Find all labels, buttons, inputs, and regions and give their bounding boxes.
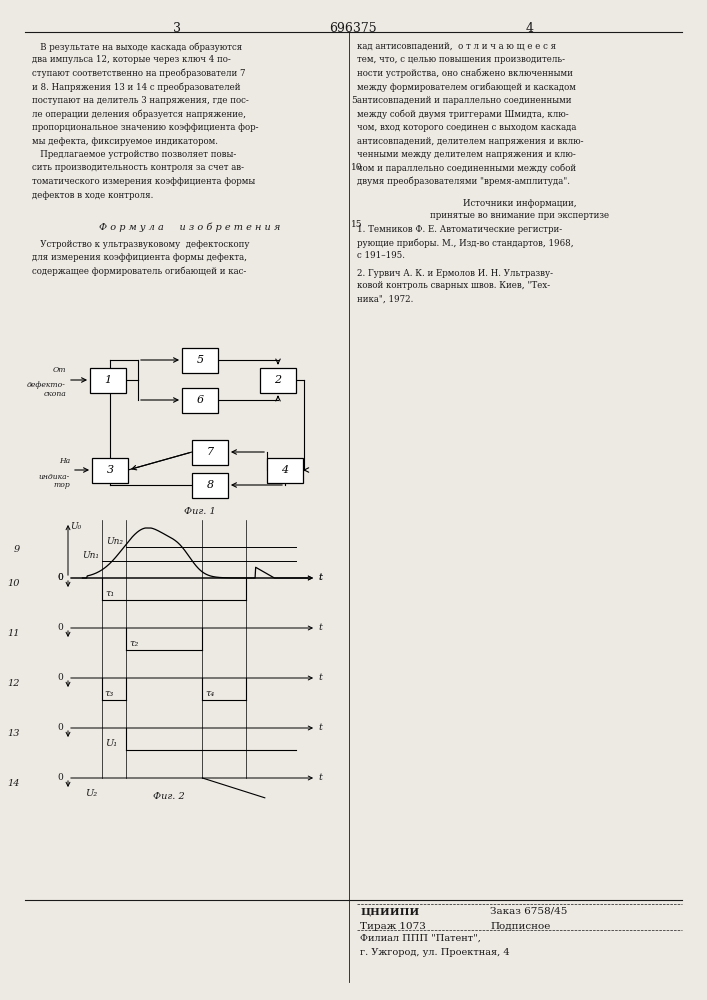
Text: дефектов в ходе контроля.: дефектов в ходе контроля. <box>32 190 153 200</box>
Bar <box>182 387 218 412</box>
Text: t: t <box>318 674 322 682</box>
Text: τ₂: τ₂ <box>129 639 139 648</box>
Text: На: На <box>59 457 70 465</box>
Bar <box>182 348 218 372</box>
Text: ника", 1972.: ника", 1972. <box>357 294 414 304</box>
Text: Устройство к ультразвуковому  дефектоскопу: Устройство к ультразвуковому дефектоскоп… <box>32 240 250 249</box>
Text: чом и параллельно соединенными между собой: чом и параллельно соединенными между соб… <box>357 163 576 173</box>
Text: 0: 0 <box>57 624 63 633</box>
Text: Филиал ППП "Патент",: Филиал ППП "Патент", <box>360 934 481 943</box>
Text: 9: 9 <box>13 544 20 554</box>
Bar <box>267 458 303 483</box>
Text: и 8. Напряжения 13 и 14 с преобразователей: и 8. Напряжения 13 и 14 с преобразовател… <box>32 83 240 92</box>
Text: ченными между делителем напряжения и клю-: ченными между делителем напряжения и клю… <box>357 150 575 159</box>
Text: Фиг. 1: Фиг. 1 <box>184 507 216 516</box>
Text: тор: тор <box>53 481 70 489</box>
Text: 0: 0 <box>57 674 63 682</box>
Text: 3: 3 <box>107 465 114 475</box>
Text: Заказ 6758/45: Заказ 6758/45 <box>490 907 568 916</box>
Text: Ф о р м у л а     и з о б р е т е н и я: Ф о р м у л а и з о б р е т е н и я <box>99 222 281 232</box>
Text: 0: 0 <box>57 574 63 582</box>
Text: τ₄: τ₄ <box>206 689 215 698</box>
Text: ЦНИИПИ: ЦНИИПИ <box>360 907 419 916</box>
Text: содержащее формирователь огибающей и кас-: содержащее формирователь огибающей и кас… <box>32 267 246 276</box>
Text: антисовпадений, делителем напряжения и вклю-: антисовпадений, делителем напряжения и в… <box>357 136 583 145</box>
Bar <box>192 440 228 464</box>
Text: г. Ужгород, ул. Проектная, 4: г. Ужгород, ул. Проектная, 4 <box>360 948 510 957</box>
Bar <box>192 473 228 497</box>
Text: Тираж 1073: Тираж 1073 <box>360 922 426 931</box>
Bar <box>92 458 128 483</box>
Text: ности устройства, оно снабжено включенными: ности устройства, оно снабжено включенны… <box>357 69 573 79</box>
Text: Uп₂: Uп₂ <box>107 537 124 546</box>
Text: Подписное: Подписное <box>490 922 550 931</box>
Bar <box>90 367 126 392</box>
Text: мы дефекта, фиксируемое индикатором.: мы дефекта, фиксируемое индикатором. <box>32 136 218 145</box>
Text: 1. Темников Ф. Е. Автоматические регистри-: 1. Темников Ф. Е. Автоматические регистр… <box>357 226 562 234</box>
Text: τ₃: τ₃ <box>105 689 114 698</box>
Text: между формирователем огибающей и каскадом: между формирователем огибающей и каскадо… <box>357 83 576 92</box>
Text: 8: 8 <box>206 480 214 490</box>
Text: чом, вход которого соединен с выходом каскада: чом, вход которого соединен с выходом ка… <box>357 123 576 132</box>
Text: От: От <box>52 366 66 374</box>
Text: 10: 10 <box>351 163 363 172</box>
Text: t: t <box>318 724 322 732</box>
Text: для измерения коэффициента формы дефекта,: для измерения коэффициента формы дефекта… <box>32 253 247 262</box>
Text: 3: 3 <box>173 22 181 35</box>
Text: В результате на выходе каскада образуются: В результате на выходе каскада образуютс… <box>32 42 243 51</box>
Bar <box>260 367 296 392</box>
Text: 14: 14 <box>8 778 20 788</box>
Text: с 191–195.: с 191–195. <box>357 251 405 260</box>
Text: два импульса 12, которые через ключ 4 по-: два импульса 12, которые через ключ 4 по… <box>32 55 230 64</box>
Text: t: t <box>318 774 322 782</box>
Text: 5: 5 <box>351 96 357 105</box>
Text: Источники информации,: Источники информации, <box>463 198 577 208</box>
Text: кад антисовпадений,  о т л и ч а ю щ е е с я: кад антисовпадений, о т л и ч а ю щ е е … <box>357 42 556 51</box>
Text: 4: 4 <box>281 465 288 475</box>
Text: t: t <box>318 624 322 633</box>
Text: 1: 1 <box>105 375 112 385</box>
Text: 696375: 696375 <box>329 22 377 35</box>
Text: поступают на делитель 3 напряжения, где пос-: поступают на делитель 3 напряжения, где … <box>32 96 249 105</box>
Text: 11: 11 <box>8 629 20 638</box>
Text: 13: 13 <box>8 728 20 738</box>
Text: двумя преобразователями "время-амплитуда".: двумя преобразователями "время-амплитуда… <box>357 177 570 186</box>
Text: Предлагаемое устройство позволяет повы-: Предлагаемое устройство позволяет повы- <box>32 150 236 159</box>
Text: пропорциональное значению коэффициента фор-: пропорциональное значению коэффициента ф… <box>32 123 259 132</box>
Text: 7: 7 <box>206 447 214 457</box>
Text: ле операции деления образуется напряжение,: ле операции деления образуется напряжени… <box>32 109 246 119</box>
Text: 10: 10 <box>8 578 20 587</box>
Text: 2: 2 <box>274 375 281 385</box>
Text: 2. Гурвич А. К. и Ермолов И. Н. Ультразву-: 2. Гурвич А. К. и Ермолов И. Н. Ультразв… <box>357 268 553 277</box>
Text: дефекто-: дефекто- <box>27 381 66 389</box>
Text: антисовпадений и параллельно соединенными: антисовпадений и параллельно соединенным… <box>357 96 571 105</box>
Text: тем, что, с целью повышения производитель-: тем, что, с целью повышения производител… <box>357 55 565 64</box>
Text: 5: 5 <box>197 355 204 365</box>
Text: 0: 0 <box>57 724 63 732</box>
Text: 15: 15 <box>351 220 363 229</box>
Text: τ₁: τ₁ <box>105 589 115 598</box>
Text: принятые во внимание при экспертизе: принятые во внимание при экспертизе <box>431 212 609 221</box>
Text: t: t <box>318 574 322 582</box>
Text: томатического измерения коэффициента формы: томатического измерения коэффициента фор… <box>32 177 255 186</box>
Text: 0: 0 <box>57 574 63 582</box>
Text: Фиг. 2: Фиг. 2 <box>153 792 185 801</box>
Text: рующие приборы. М., Изд-во стандартов, 1968,: рующие приборы. М., Изд-во стандартов, 1… <box>357 238 573 248</box>
Text: индика-: индика- <box>39 473 70 481</box>
Text: 0: 0 <box>57 774 63 782</box>
Text: ковой контроль сварных швов. Киев, "Тех-: ковой контроль сварных швов. Киев, "Тех- <box>357 282 550 290</box>
Text: скопа: скопа <box>43 390 66 398</box>
Text: 12: 12 <box>8 678 20 688</box>
Text: между собой двумя триггерами Шмидта, клю-: между собой двумя триггерами Шмидта, клю… <box>357 109 568 119</box>
Text: 4: 4 <box>526 22 534 35</box>
Text: U₀: U₀ <box>70 522 81 531</box>
Text: сить производительность контроля за счет ав-: сить производительность контроля за счет… <box>32 163 244 172</box>
Text: U₂: U₂ <box>86 789 98 798</box>
Text: U₁: U₁ <box>105 739 117 748</box>
Text: 6: 6 <box>197 395 204 405</box>
Text: Uп₁: Uп₁ <box>83 550 100 560</box>
Text: t: t <box>318 574 322 582</box>
Text: ступают соответственно на преобразователи 7: ступают соответственно на преобразовател… <box>32 69 245 79</box>
